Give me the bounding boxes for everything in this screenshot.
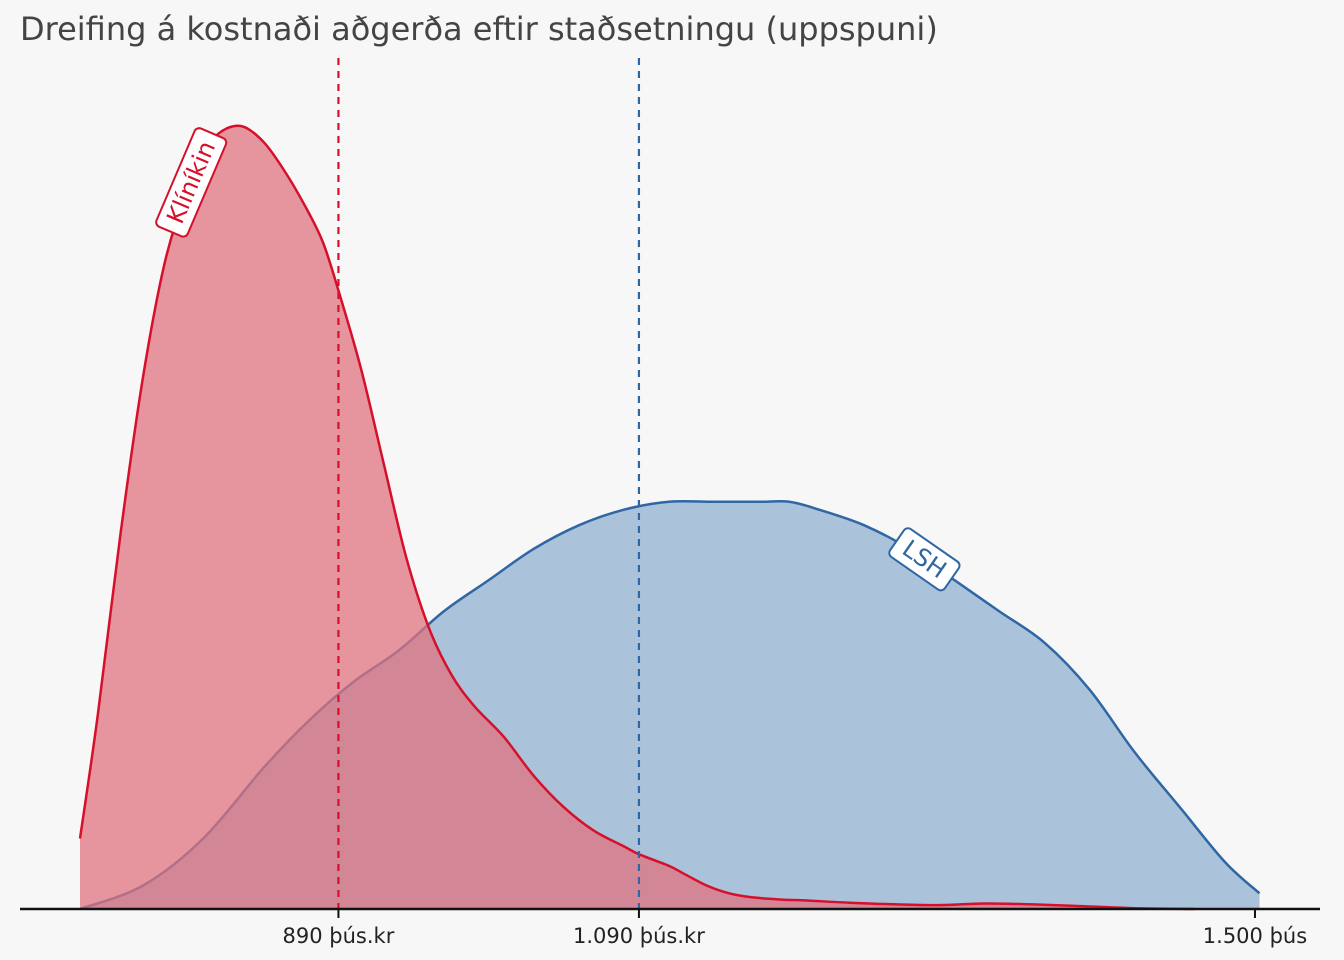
x-tick-label: 890 þús.kr bbox=[283, 924, 395, 948]
x-tick-label: 1.090 þús.kr bbox=[573, 924, 705, 948]
x-tick-label: 1.500 þús bbox=[1203, 924, 1307, 948]
series-label-box bbox=[155, 127, 228, 238]
chart-title: Dreifing á kostnaði aðgerða eftir staðse… bbox=[20, 10, 938, 48]
x-axis-ticks: 890 þús.kr 1.090 þús.kr 1.500 þús bbox=[283, 909, 1307, 948]
density-area-klinikin bbox=[80, 125, 1195, 909]
series-label-box bbox=[888, 527, 961, 592]
density-areas bbox=[78, 124, 1261, 911]
